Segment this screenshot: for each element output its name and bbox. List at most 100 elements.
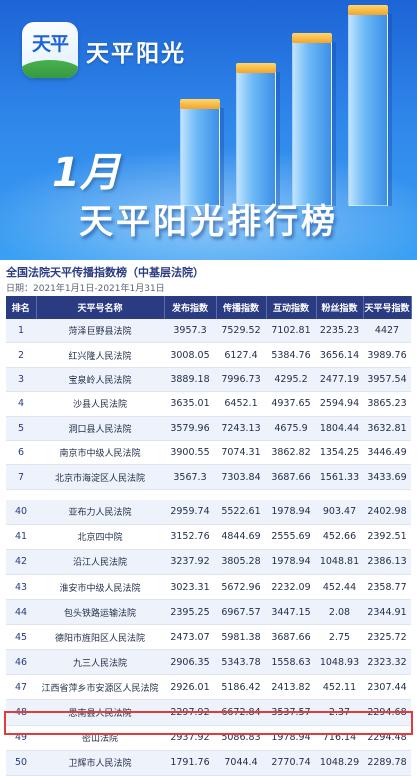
court-name-cell: 包头铁路运输法院 [36, 599, 164, 626]
ranking-table-top: 排名 天平号名称 发布指数 传播指数 互动指数 粉丝指数 天平号指数 1 菏泽巨野… [6, 296, 412, 490]
logo-name: 天平阳光 [86, 41, 186, 67]
spread-cell: 5343.78 [216, 649, 266, 676]
publish-cell: 2959.74 [164, 499, 216, 525]
banner-bar-2 [236, 63, 276, 206]
banner-title: 天平阳光排行榜 [79, 202, 338, 242]
court-name-cell: 沿江人民法院 [36, 549, 164, 576]
interact-cell: 1558.63 [266, 649, 316, 676]
index-cell: 3989.76 [363, 342, 411, 368]
publish-cell: 2906.35 [164, 649, 216, 676]
ranking-table-bottom: 40 亚布力人民法院 2959.74 5522.61 1978.94 903.47 2402… [6, 499, 411, 776]
rank-cell: 46 [6, 649, 36, 676]
publish-cell: 3957.3 [164, 319, 216, 344]
court-name-cell: 红兴隆人民法院 [36, 342, 164, 368]
fans-cell: 1561.33 [316, 464, 363, 490]
fans-cell: 2235.23 [316, 319, 363, 344]
table-row: 41 北京四中院 3152.76 4844.69 2555.69 452.66 2392.5… [6, 524, 411, 550]
col-rank: 排名 [6, 296, 37, 319]
ranking-date: 日期：2021年1月1日-2021年1月31日 [6, 284, 165, 294]
spread-cell: 4844.69 [216, 524, 266, 550]
court-name-cell: 沙县人民法院 [36, 391, 164, 417]
fans-cell: 452.44 [316, 574, 363, 601]
index-cell: 2294.68 [363, 699, 411, 726]
logo-chars: 天平 [31, 33, 69, 55]
col-interact: 互动指数 [266, 296, 317, 319]
rank-cell: 50 [6, 750, 36, 776]
spread-cell: 5522.61 [216, 499, 266, 525]
publish-cell: 3889.18 [164, 367, 216, 393]
interact-cell: 2770.74 [266, 750, 316, 776]
publish-cell: 3635.01 [164, 391, 216, 417]
interact-cell: 2555.69 [266, 524, 316, 550]
index-cell: 3433.69 [363, 464, 411, 490]
court-name-cell: 北京市海淀区人民法院 [36, 464, 164, 490]
rank-cell: 7 [6, 464, 36, 490]
spread-cell: 6672.84 [216, 699, 266, 726]
fans-cell: 1354.25 [316, 440, 363, 466]
interact-cell: 7102.81 [266, 319, 316, 344]
index-cell: 2307.44 [363, 674, 411, 701]
table-row: 6 南京市中级人民法院 3900.55 7074.31 3862.82 1354.25 34… [6, 440, 411, 466]
col-spread: 传播指数 [216, 296, 267, 319]
table-row: 46 九三人民法院 2906.35 5343.78 1558.63 1048.93 2323… [6, 649, 411, 676]
fans-cell: 452.66 [316, 524, 363, 550]
court-name-cell: 密山法院 [36, 725, 164, 751]
index-cell: 2294.48 [363, 725, 411, 751]
index-cell: 2344.91 [363, 599, 411, 626]
index-cell: 3865.23 [363, 391, 411, 417]
fans-cell: 1048.81 [316, 549, 363, 576]
rank-cell: 1 [6, 319, 36, 344]
court-name-cell: 洞口县人民法院 [36, 416, 164, 441]
spread-cell: 5086.83 [216, 725, 266, 751]
interact-cell: 3447.15 [266, 599, 316, 626]
spread-cell: 7303.84 [216, 464, 266, 490]
fans-cell: 2.08 [316, 599, 363, 626]
fans-cell: 1048.29 [316, 750, 363, 776]
rank-cell: 4 [6, 391, 36, 417]
interact-cell: 3537.57 [266, 699, 316, 726]
index-cell: 3957.54 [363, 367, 411, 393]
court-name-cell: 南京市中级人民法院 [36, 440, 164, 466]
table-row: 50 卫辉市人民法院 1791.76 7044.4 2770.74 1048.29 2289… [6, 750, 411, 776]
fans-cell: 716.14 [316, 725, 363, 751]
ranking-title: 全国法院天平传播指数榜（中基层法院） [6, 266, 204, 279]
fans-cell: 2594.94 [316, 391, 363, 417]
rank-cell: 43 [6, 574, 36, 601]
court-name-cell: 亚布力人民法院 [36, 499, 164, 525]
court-name-cell: 九三人民法院 [36, 649, 164, 676]
interact-cell: 3687.66 [266, 464, 316, 490]
rank-cell: 40 [6, 499, 36, 525]
court-name-cell: 淮安市中级人民法院 [36, 574, 164, 601]
publish-cell: 3579.96 [164, 416, 216, 441]
publish-cell: 3152.76 [164, 524, 216, 550]
table-row: 49 密山法院 2937.92 5086.83 1978.94 716.14 2294.48 [6, 725, 411, 751]
rank-cell: 44 [6, 599, 36, 626]
table-row: 7 北京市海淀区人民法院 3567.3 7303.84 3687.66 1561.33 34… [6, 464, 411, 490]
interact-cell: 2413.82 [266, 674, 316, 701]
table-row: 44 包头铁路运输法院 2395.25 6967.57 3447.15 2.08 2344.… [6, 599, 411, 626]
interact-cell: 1978.94 [266, 725, 316, 751]
court-name-cell: 卫辉市人民法院 [36, 750, 164, 776]
publish-cell: 2937.92 [164, 725, 216, 751]
spread-cell: 5981.38 [216, 624, 266, 651]
rank-cell: 42 [6, 549, 36, 576]
table-row: 5 洞口县人民法院 3579.96 7243.13 4675.9 1804.44 3632.… [6, 416, 411, 441]
publish-cell: 2297.92 [164, 699, 216, 726]
table-row: 45 德阳市旌阳区人民法院 2473.07 5981.38 3687.66 2.75 232… [6, 624, 411, 651]
spread-cell: 7243.13 [216, 416, 266, 441]
table-row: 47 江西省萍乡市安源区人民法院 2926.01 5186.42 2413.82 452.… [6, 674, 411, 701]
fans-cell: 3656.14 [316, 342, 363, 368]
publish-cell: 1791.76 [164, 750, 216, 776]
table-row: 42 沿江人民法院 3237.92 3805.28 1978.94 1048.81 2386… [6, 549, 411, 576]
fans-cell: 2477.19 [316, 367, 363, 393]
index-cell: 2325.72 [363, 624, 411, 651]
publish-cell: 2395.25 [164, 599, 216, 626]
fans-cell: 1048.93 [316, 649, 363, 676]
col-name: 天平号名称 [36, 296, 165, 319]
interact-cell: 4295.2 [266, 367, 316, 393]
spread-cell: 3805.28 [216, 549, 266, 576]
court-name-cell: 北京四中院 [36, 524, 164, 550]
banner-bar-4 [348, 5, 388, 206]
table-gap [0, 490, 417, 500]
publish-cell: 2473.07 [164, 624, 216, 651]
